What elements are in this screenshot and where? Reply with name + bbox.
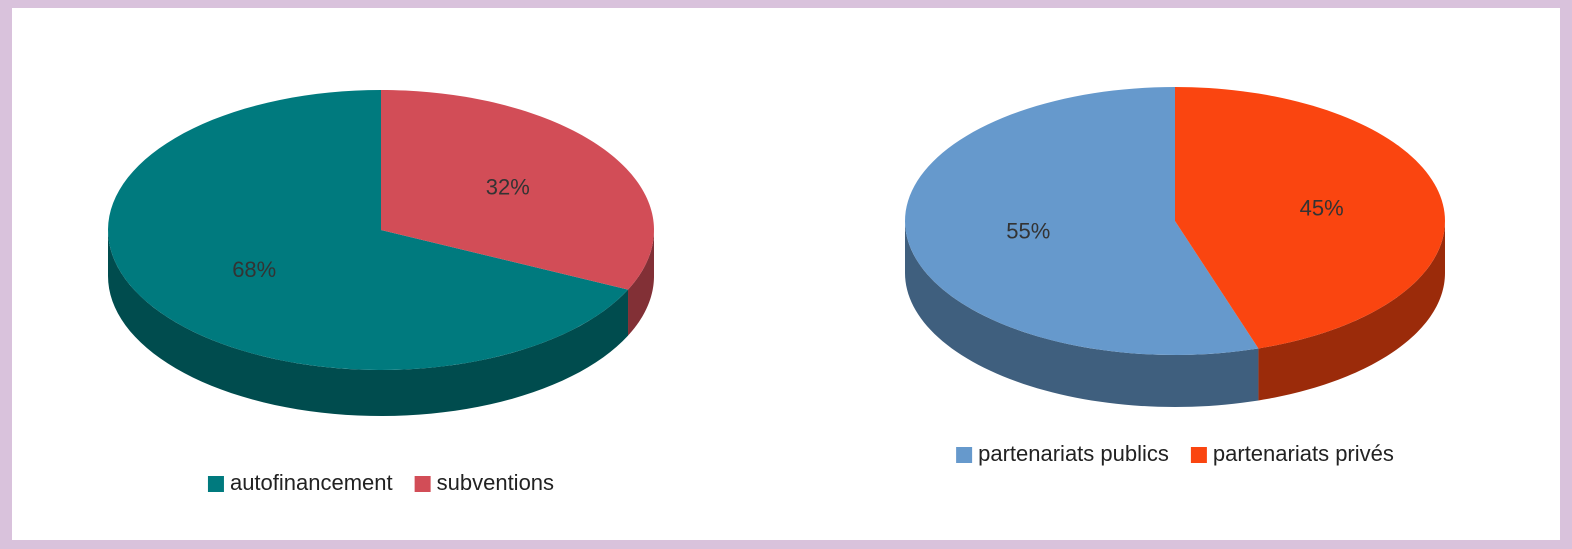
slice-side: [108, 230, 629, 416]
legend: autofinancement subventions: [207, 470, 554, 495]
legend-label: partenariats privés: [1213, 441, 1394, 466]
legend-label: subventions: [437, 470, 554, 495]
slice: [1175, 87, 1445, 349]
legend: partenariats publics partenariats privés: [956, 441, 1394, 466]
legend-label: partenariats publics: [978, 441, 1169, 466]
data-label: 45%: [1300, 195, 1344, 220]
legend-label: autofinancement: [230, 470, 393, 495]
data-label: 68%: [232, 257, 276, 282]
slice: [905, 87, 1259, 355]
legend-swatch: [1190, 447, 1207, 463]
slice-side: [628, 230, 654, 336]
legend-swatch: [956, 447, 973, 463]
pie-chart: 55%45%partenariats publics partenariats p…: [905, 87, 1445, 466]
slice-side: [1258, 221, 1445, 401]
legend-swatch: [414, 476, 431, 492]
data-label: 32%: [486, 175, 530, 200]
slice: [381, 90, 654, 290]
slice: [108, 90, 629, 370]
data-label: 55%: [1006, 218, 1050, 243]
legend-swatch: [207, 476, 224, 492]
slice-side: [905, 221, 1259, 407]
pie-chart: 68% 32% autofinancement subventions: [108, 90, 654, 495]
